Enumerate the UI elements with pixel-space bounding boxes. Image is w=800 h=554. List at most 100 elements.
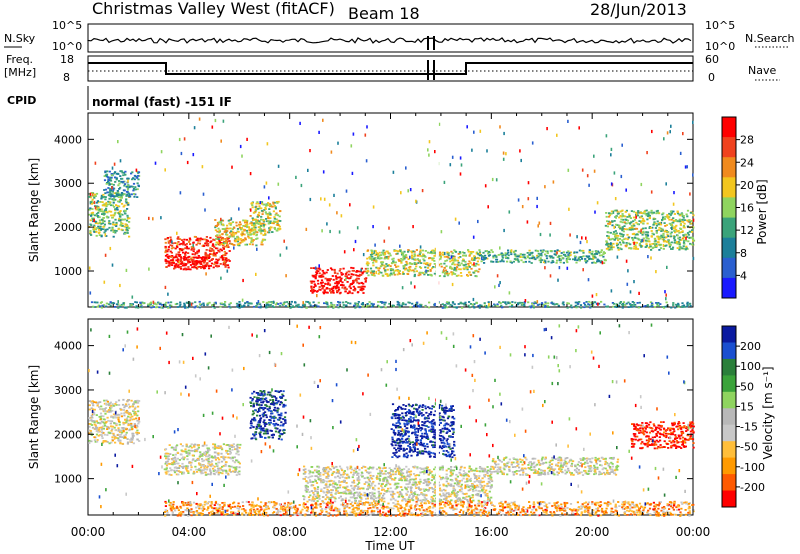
- data-cell: [319, 268, 322, 271]
- data-cell: [112, 231, 115, 233]
- data-cell: [542, 249, 545, 252]
- data-cell: [396, 300, 399, 303]
- sparse-cell: [449, 163, 452, 167]
- data-cell: [253, 390, 256, 393]
- data-cell: [213, 306, 216, 309]
- data-cell: [326, 278, 329, 281]
- data-cell: [318, 272, 321, 275]
- data-cell: [347, 273, 350, 276]
- data-cell: [106, 416, 109, 419]
- data-cell: [212, 249, 215, 252]
- data-cell: [372, 305, 375, 307]
- data-cell: [320, 276, 323, 278]
- data-cell: [97, 401, 100, 404]
- sparse-cell: [503, 228, 505, 233]
- data-cell: [90, 414, 93, 417]
- data-cell: [229, 231, 232, 234]
- data-cell: [471, 257, 474, 260]
- sparse-cell: [400, 191, 402, 195]
- data-cell: [103, 422, 106, 425]
- data-cell: [372, 272, 375, 275]
- data-cell: [255, 305, 258, 307]
- data-cell: [93, 423, 96, 426]
- data-cell: [518, 302, 521, 304]
- data-cell: [322, 291, 325, 294]
- data-cell: [262, 219, 265, 222]
- data-cell: [352, 273, 355, 276]
- data-cell: [637, 210, 640, 212]
- data-cell: [98, 216, 101, 219]
- data-cell: [685, 239, 688, 242]
- data-cell: [654, 239, 657, 242]
- sparse-cell: [443, 180, 446, 184]
- data-cell: [419, 251, 422, 254]
- data-cell: [168, 255, 171, 258]
- data-cell: [413, 253, 416, 256]
- data-cell: [110, 429, 113, 432]
- data-cell: [467, 271, 471, 274]
- data-cell: [209, 470, 212, 472]
- data-cell: [114, 176, 117, 179]
- data-cell: [664, 305, 667, 308]
- sparse-cell: [279, 253, 282, 257]
- data-cell: [120, 192, 124, 194]
- data-cell: [125, 417, 129, 420]
- data-cell: [192, 259, 195, 261]
- data-cell: [361, 302, 364, 304]
- data-cell: [351, 269, 354, 272]
- data-cell: [182, 242, 185, 245]
- sparse-cell: [241, 154, 243, 158]
- data-cell: [207, 457, 210, 460]
- data-cell: [101, 218, 104, 221]
- data-cell: [487, 305, 490, 308]
- data-cell: [107, 176, 110, 179]
- data-cell: [235, 459, 238, 462]
- data-cell: [582, 255, 585, 258]
- data-cell: [655, 302, 658, 304]
- data-cell: [106, 428, 109, 430]
- data-cell: [214, 301, 217, 304]
- sparse-cell: [536, 300, 539, 304]
- data-cell: [206, 459, 209, 462]
- data-cell: [262, 222, 265, 225]
- data-cell: [501, 306, 504, 309]
- data-cell: [115, 192, 118, 195]
- data-cell: [105, 205, 108, 207]
- data-cell: [444, 273, 447, 275]
- data-cell: [98, 426, 101, 429]
- sparse-cell: [594, 210, 596, 214]
- data-cell: [497, 261, 500, 263]
- data-cell: [105, 402, 108, 405]
- data-cell: [661, 217, 665, 220]
- data-cell: [393, 273, 396, 276]
- sparse-cell: [451, 272, 453, 276]
- data-cell: [300, 306, 303, 309]
- data-cell: [468, 306, 471, 309]
- data-cell: [174, 453, 177, 456]
- data-cell: [421, 255, 424, 258]
- data-cell: [215, 258, 218, 261]
- data-cell: [239, 443, 242, 446]
- data-cell: [111, 439, 114, 442]
- data-cell: [668, 222, 671, 225]
- data-cell: [562, 251, 565, 254]
- data-cell: [205, 444, 208, 447]
- data-cell: [118, 213, 121, 216]
- data-cell: [487, 250, 490, 253]
- data-cell: [482, 255, 485, 258]
- data-cell: [498, 301, 501, 303]
- data-cell: [455, 306, 459, 309]
- freq-label: Freq.: [6, 53, 33, 66]
- data-cell: [668, 242, 671, 245]
- data-cell: [550, 261, 553, 264]
- data-cell: [128, 423, 131, 426]
- sparse-cell: [502, 157, 505, 161]
- sparse-cell: [537, 224, 539, 228]
- data-cell: [621, 303, 624, 306]
- data-cell: [415, 270, 418, 273]
- sparse-cell: [520, 158, 522, 163]
- data-cell: [207, 244, 210, 247]
- data-cell: [171, 244, 174, 247]
- data-cell: [88, 408, 91, 411]
- data-cell: [294, 301, 297, 304]
